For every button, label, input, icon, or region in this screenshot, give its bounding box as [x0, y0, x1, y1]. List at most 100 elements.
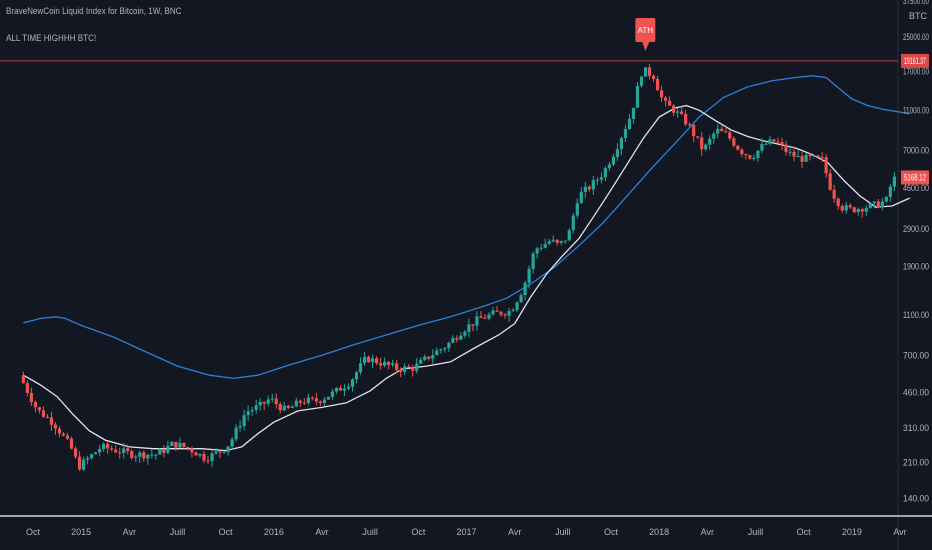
- x-tick-label: Oct: [797, 527, 812, 537]
- moving-average-layer: [23, 75, 910, 452]
- candle-body: [840, 206, 844, 211]
- candle-body: [704, 144, 708, 150]
- candle-body: [282, 405, 286, 411]
- candle-body: [716, 128, 720, 134]
- candle-body: [419, 359, 423, 364]
- candle-body: [395, 363, 399, 370]
- candle-body: [748, 155, 752, 159]
- x-tick-label: Avr: [701, 527, 714, 537]
- x-tick-label: Juill: [555, 527, 571, 537]
- y-tick-label: 17000.00: [903, 67, 929, 77]
- candle-body: [326, 396, 331, 400]
- candle-body: [856, 209, 860, 213]
- candle-body: [162, 449, 166, 453]
- candle-body: [294, 400, 298, 407]
- candle-body: [338, 387, 343, 391]
- candle-body: [736, 145, 740, 150]
- candle-body: [290, 406, 294, 408]
- candle-body: [306, 397, 310, 403]
- candle-body: [511, 310, 515, 312]
- y-tick-label: 1100.00: [903, 310, 929, 320]
- x-tick-label: Avr: [315, 527, 328, 537]
- candle-body: [399, 369, 403, 372]
- moving-average-line-white: [23, 104, 910, 452]
- candle-body: [415, 363, 419, 371]
- candle-body: [142, 452, 146, 459]
- candle-body: [495, 310, 499, 312]
- candle-body: [61, 433, 66, 436]
- candle-body: [864, 207, 868, 212]
- candle-body: [619, 138, 624, 150]
- candle-body: [547, 241, 551, 244]
- y-tick-label: 210.00: [903, 457, 929, 467]
- candle-body: [298, 400, 302, 403]
- ath-marker-box: [635, 18, 656, 42]
- candle-body: [559, 241, 563, 243]
- y-tick-label: 7000.00: [903, 145, 929, 155]
- candle-body: [146, 454, 150, 459]
- x-tick-label: Juill: [362, 527, 378, 537]
- chart-title: BraveNewCoin Liquid Index for Bitcoin, 1…: [6, 6, 182, 17]
- candle-body: [455, 338, 459, 340]
- candle-body: [85, 458, 90, 460]
- candle-body: [49, 417, 54, 425]
- candle-body: [118, 452, 122, 454]
- candle-body: [158, 449, 162, 455]
- candle-body: [543, 243, 547, 248]
- candle-body: [266, 399, 270, 404]
- candle-body: [198, 453, 202, 456]
- candle-body: [234, 427, 238, 440]
- candle-body: [45, 416, 50, 418]
- candle-body: [700, 137, 704, 150]
- x-tick-label: Oct: [26, 527, 41, 537]
- candle-body: [764, 143, 768, 145]
- candle-body: [583, 186, 587, 192]
- candle-body: [53, 424, 58, 429]
- candle-body: [110, 448, 114, 450]
- candle-body: [286, 405, 290, 408]
- ath-marker-pointer: [642, 42, 650, 51]
- candle-body: [362, 356, 367, 364]
- candle-body: [515, 302, 519, 311]
- candle-body: [182, 442, 186, 447]
- candle-body: [274, 398, 278, 404]
- candle-body: [848, 205, 852, 208]
- candle-body: [744, 154, 748, 156]
- candle-body: [94, 452, 98, 455]
- candle-body: [366, 356, 371, 363]
- candle-body: [772, 139, 776, 142]
- y-tick-label: 140.00: [903, 494, 929, 504]
- candle-body: [680, 111, 684, 114]
- candle-body: [403, 366, 407, 372]
- candle-body: [435, 350, 439, 356]
- price-axis[interactable]: 37500.00 25000.00 17000.00 11000.00 7000.00 4…: [903, 0, 929, 504]
- candle-body: [647, 67, 652, 76]
- candle-body: [214, 451, 218, 454]
- candle-body: [844, 205, 848, 211]
- candle-body: [776, 141, 780, 143]
- candle-body: [487, 314, 491, 319]
- candle-body: [639, 76, 644, 86]
- candle-body: [499, 311, 503, 315]
- candle-body: [270, 398, 274, 400]
- candle-body: [178, 442, 182, 448]
- candle-body: [884, 196, 888, 202]
- candle-body: [379, 363, 383, 366]
- chart-subtitle: ALL TIME HIGHHH BTC!: [6, 33, 97, 44]
- candle-body: [595, 179, 599, 181]
- candle-body: [471, 324, 475, 326]
- candle-body: [226, 446, 230, 452]
- candle-body: [579, 191, 583, 204]
- candle-body: [591, 180, 595, 190]
- time-axis[interactable]: Oct 2015 Avr Juill Oct 2016 Avr Juill Oct 2017 Avr…: [26, 527, 907, 537]
- candle-body: [880, 201, 884, 208]
- candle-body: [21, 375, 25, 384]
- candle-body: [190, 448, 194, 453]
- candle-body: [491, 310, 495, 315]
- candle-body: [447, 342, 451, 349]
- candle-body: [154, 454, 158, 456]
- candle-body: [676, 111, 680, 113]
- candle-body: [25, 383, 29, 393]
